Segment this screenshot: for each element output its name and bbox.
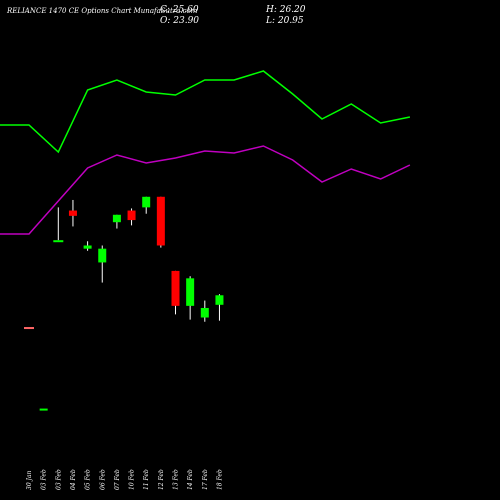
candle-body [127, 210, 136, 221]
x-tick-label: 05 Feb [85, 469, 92, 490]
candle-body [39, 408, 48, 411]
x-tick-label: 07 Feb [114, 469, 121, 490]
candle-body [186, 278, 195, 306]
open-value: O: 23.90 [160, 16, 200, 26]
close-value: C: 25.60 [160, 5, 199, 15]
candle-body [200, 307, 209, 318]
x-tick-label: 10 Feb [129, 469, 136, 490]
upper-band-line [0, 70, 411, 154]
x-tick-label: 13 Feb [173, 469, 180, 490]
candle-body [83, 245, 92, 249]
lower-band-line [0, 145, 411, 235]
x-tick-label: 03 Feb [55, 469, 62, 490]
candle-body [53, 240, 64, 243]
candle-body [215, 295, 224, 305]
candle-body [98, 248, 107, 263]
candle-body [142, 196, 151, 208]
candle-body [112, 214, 121, 223]
x-tick-label: 17 Feb [202, 469, 209, 490]
low-value: L: 20.95 [266, 16, 304, 26]
candle-body [156, 196, 165, 246]
x-tick-label: 30 Jan [26, 470, 33, 490]
x-tick-label: 06 Feb [99, 469, 106, 490]
x-tick-label: 11 Feb [143, 469, 150, 490]
x-tick-label: 04 Feb [70, 469, 77, 490]
candle-body [171, 270, 180, 306]
chart-title: RELIANCE 1470 CE Options Chart MunafaSut… [7, 7, 198, 15]
candle-body [24, 327, 34, 330]
x-tick-label: 03 Feb [41, 469, 48, 490]
x-tick-label: 18 Feb [216, 469, 223, 490]
x-tick-label: 12 Feb [158, 469, 165, 490]
high-value: H: 26.20 [266, 5, 306, 15]
x-tick-label: 14 Feb [187, 469, 194, 490]
candle-body [68, 210, 77, 216]
